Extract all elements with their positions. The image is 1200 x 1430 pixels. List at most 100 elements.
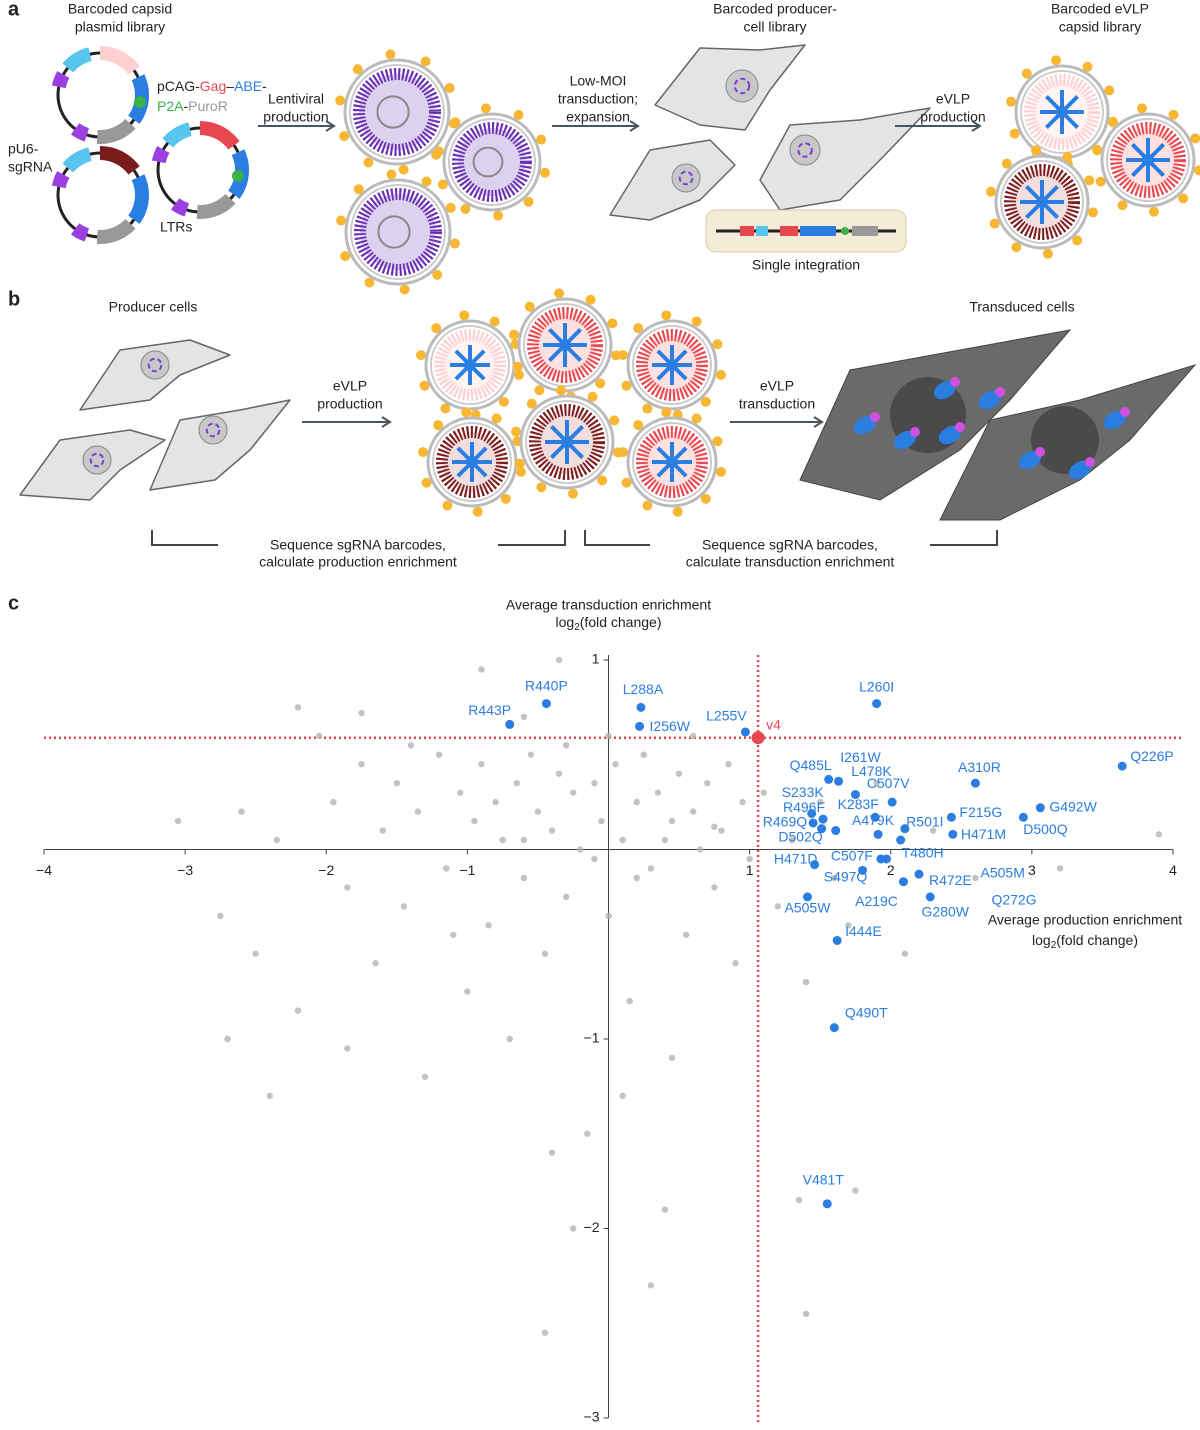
point [887, 797, 897, 807]
point [824, 774, 834, 784]
genome [377, 215, 411, 249]
label-bg [218, 554, 498, 572]
spike-head [567, 488, 578, 499]
point [584, 1130, 591, 1137]
point [882, 854, 892, 864]
point [562, 742, 570, 749]
sgrna [995, 387, 1005, 397]
point [668, 1054, 676, 1062]
point [689, 732, 697, 739]
spike-head [1042, 248, 1053, 259]
point [570, 1225, 577, 1232]
point [478, 666, 485, 673]
plasmid-part [51, 46, 149, 144]
point [598, 817, 605, 825]
spike-head [536, 482, 547, 493]
spike-head [440, 403, 451, 414]
spike-head [1178, 193, 1189, 204]
point-label: R469Q [763, 814, 807, 830]
point-label: V481T [803, 1172, 845, 1188]
point [294, 1007, 302, 1014]
spike-head [516, 466, 527, 477]
label: Barcoded producer- [713, 1, 837, 17]
point [605, 732, 612, 739]
point [591, 855, 598, 863]
capsid [452, 122, 532, 202]
spike-head [363, 157, 374, 168]
point [619, 1092, 626, 1100]
point [492, 798, 499, 806]
point [834, 776, 844, 786]
construct-part: ABE [234, 78, 262, 94]
genome [376, 95, 410, 129]
point [266, 1092, 273, 1100]
point-label: A310R [958, 759, 1001, 775]
label: Producer cells [109, 299, 198, 315]
label: calculate production enrichment [259, 554, 457, 570]
point-label: S233K [782, 784, 825, 800]
label: Single integration [752, 257, 860, 273]
arrow-head [971, 120, 982, 132]
x-tick-label: −1 [459, 862, 475, 878]
point-label: Q485L [790, 757, 832, 773]
label: plasmid library [75, 19, 165, 35]
spike-head [672, 506, 683, 517]
nucleus [1031, 406, 1099, 474]
construct-part: PuroR [188, 98, 228, 114]
spike-head [1148, 206, 1159, 217]
point [344, 1045, 351, 1052]
point-label: C507V [867, 775, 910, 791]
point [1018, 812, 1028, 822]
point [858, 865, 868, 875]
x-axis-label: log2(fold change) [1032, 932, 1138, 951]
point-label: L260I [859, 678, 894, 694]
spike-head [712, 339, 723, 350]
spike-head [1062, 151, 1073, 162]
point [393, 779, 401, 787]
spike-head [1009, 128, 1020, 139]
point [605, 912, 612, 920]
nucleus [725, 69, 759, 103]
construct-part: P2A [157, 98, 184, 114]
x-tick-label: −2 [318, 862, 334, 878]
membrane [632, 325, 712, 405]
point [591, 779, 598, 787]
spike-head [1031, 145, 1042, 156]
nucleus [789, 134, 821, 166]
cell [149, 399, 291, 491]
point-label: A219C [855, 893, 898, 909]
sgrna [955, 422, 965, 432]
spike-head [514, 458, 525, 469]
label: production [317, 396, 382, 412]
point [330, 798, 337, 806]
point [718, 827, 725, 834]
capsid [353, 68, 441, 156]
spike-head [712, 436, 723, 447]
spike-head [642, 500, 653, 511]
spike-head [1021, 68, 1032, 79]
spike-head [607, 318, 618, 329]
membrane [632, 422, 712, 502]
label: pU6- [8, 141, 39, 157]
plasmid-part [151, 121, 249, 219]
point-label: L288A [623, 681, 664, 697]
label: eVLP [760, 378, 794, 394]
marker [134, 96, 146, 108]
point [358, 761, 365, 768]
point [873, 779, 880, 787]
spike-head [511, 426, 522, 437]
point [831, 874, 838, 882]
point [704, 779, 711, 787]
label: Average transduction enrichment [506, 597, 711, 613]
label: transduction; [558, 91, 638, 107]
point [870, 812, 880, 822]
membrane [430, 325, 510, 405]
spike-head [1011, 242, 1022, 253]
cassette [800, 226, 836, 236]
sgrna [1120, 407, 1130, 417]
construct-part: - [183, 98, 188, 114]
spike-head [1193, 165, 1200, 176]
label-bg [650, 554, 930, 572]
point [774, 903, 782, 910]
